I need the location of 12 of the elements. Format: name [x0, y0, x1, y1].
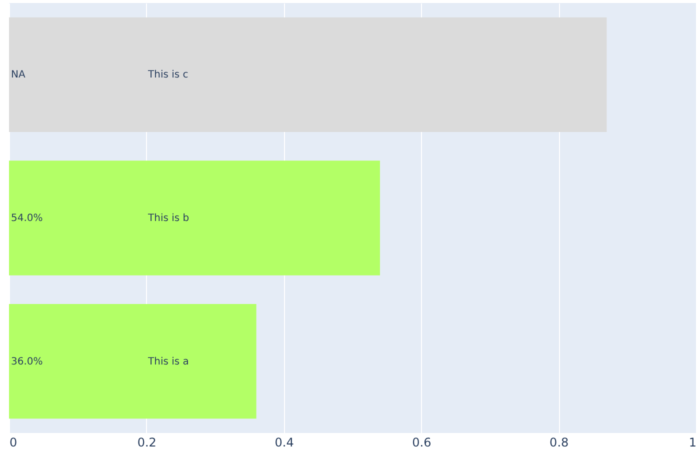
x-tick-label: 0.2 — [137, 436, 156, 450]
x-tick-label: 0.8 — [550, 436, 569, 450]
x-tick-label: 0 — [10, 436, 18, 450]
annotation: This is b — [147, 213, 190, 224]
data-label: 54.0% — [11, 213, 43, 224]
x-tick-label: 0.4 — [274, 436, 294, 450]
x-tick-label: 1 — [688, 436, 696, 450]
annotation: This is c — [147, 70, 188, 81]
annotation: This is a — [147, 356, 189, 368]
x-tick-label: 0.6 — [412, 436, 432, 450]
data-label: 36.0% — [11, 356, 43, 368]
data-label: NA — [11, 70, 26, 81]
